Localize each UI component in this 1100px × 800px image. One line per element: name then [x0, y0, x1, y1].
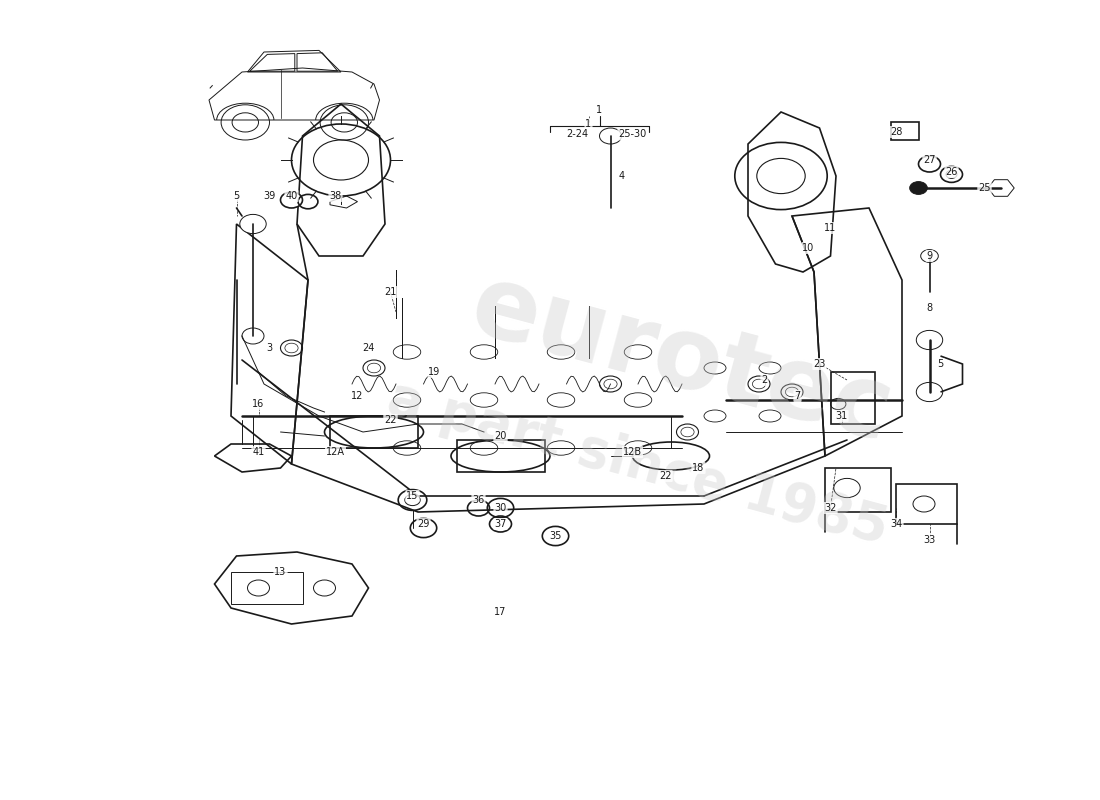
- Text: 15: 15: [406, 491, 419, 501]
- Text: 20: 20: [494, 431, 507, 441]
- Text: 12B: 12B: [623, 447, 642, 457]
- Text: a part since 1985: a part since 1985: [382, 372, 894, 556]
- Text: eurotec: eurotec: [461, 258, 903, 462]
- Text: 37: 37: [494, 519, 507, 529]
- Text: 30: 30: [494, 503, 507, 513]
- Bar: [330, 416, 418, 448]
- Text: 2-24: 2-24: [566, 130, 588, 139]
- Text: 36: 36: [472, 495, 485, 505]
- Text: 22: 22: [659, 471, 672, 481]
- Text: 12: 12: [351, 391, 364, 401]
- Text: 23: 23: [813, 359, 826, 369]
- Text: 39: 39: [263, 191, 276, 201]
- Text: 32: 32: [824, 503, 837, 513]
- Circle shape: [910, 182, 927, 194]
- Text: 11: 11: [824, 223, 837, 233]
- Text: 27: 27: [923, 155, 936, 165]
- Text: 41: 41: [252, 447, 265, 457]
- Text: 4: 4: [618, 171, 625, 181]
- Bar: [891, 122, 918, 140]
- Text: 21: 21: [384, 287, 397, 297]
- Text: 1: 1: [585, 119, 592, 129]
- Text: 17: 17: [494, 607, 507, 617]
- Bar: [825, 468, 891, 512]
- Text: 22: 22: [384, 415, 397, 425]
- Text: 16: 16: [252, 399, 265, 409]
- Text: 33: 33: [923, 535, 936, 545]
- Bar: [456, 440, 544, 472]
- Bar: [896, 484, 957, 524]
- Text: 12A: 12A: [326, 447, 345, 457]
- Text: 5: 5: [937, 359, 944, 369]
- Text: 5: 5: [233, 191, 240, 201]
- Text: 7: 7: [794, 391, 801, 401]
- Text: 38: 38: [329, 191, 342, 201]
- Bar: [231, 572, 302, 604]
- Text: 35: 35: [549, 531, 562, 541]
- Text: 28: 28: [890, 127, 903, 137]
- Text: 25-30: 25-30: [618, 130, 647, 139]
- Text: 19: 19: [428, 367, 441, 377]
- Text: 40: 40: [285, 191, 298, 201]
- Text: 24: 24: [362, 343, 375, 353]
- Text: 29: 29: [417, 519, 430, 529]
- Text: 25: 25: [978, 183, 991, 193]
- Circle shape: [921, 250, 938, 262]
- Text: 1: 1: [596, 106, 603, 115]
- Circle shape: [240, 214, 266, 234]
- Text: 3: 3: [266, 343, 273, 353]
- Circle shape: [280, 192, 302, 208]
- Text: 26: 26: [945, 167, 958, 177]
- Text: 13: 13: [274, 567, 287, 577]
- Text: 10: 10: [802, 243, 815, 253]
- Text: 18: 18: [692, 463, 705, 473]
- Text: 34: 34: [890, 519, 903, 529]
- Text: 31: 31: [835, 411, 848, 421]
- Bar: [830, 372, 874, 424]
- Text: 2: 2: [761, 375, 768, 385]
- Text: 9: 9: [926, 251, 933, 261]
- Text: 8: 8: [926, 303, 933, 313]
